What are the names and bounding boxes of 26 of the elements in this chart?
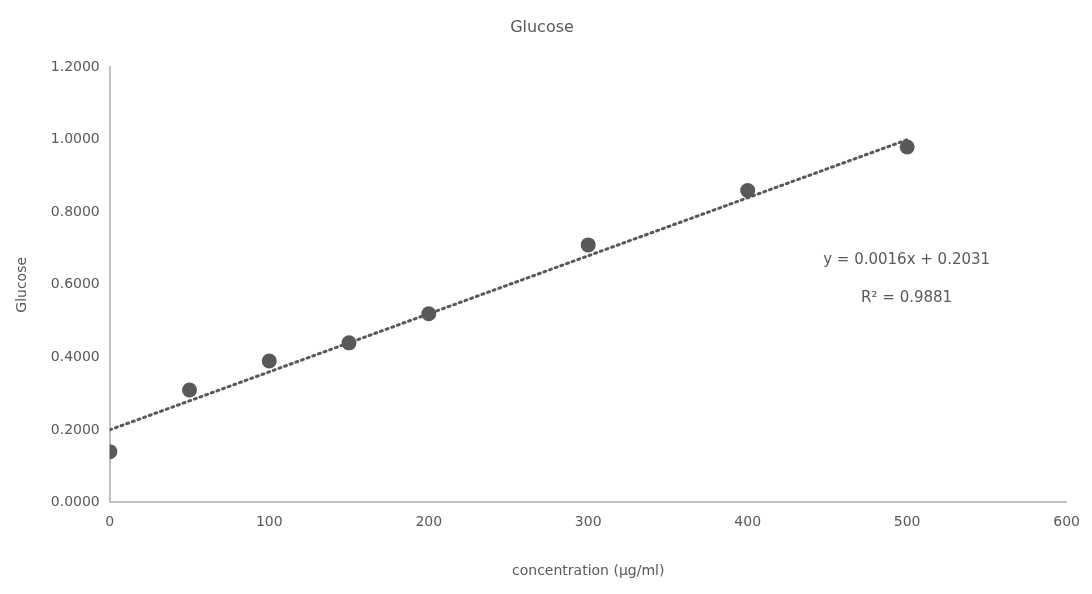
x-tick-label: 0 xyxy=(105,513,115,530)
y-tick-label: 0.2000 xyxy=(50,420,100,437)
chart-title: Glucose xyxy=(510,16,574,36)
x-tick-label: 100 xyxy=(255,513,283,530)
point xyxy=(580,237,596,253)
y-tick-label: 0.6000 xyxy=(50,275,100,292)
point xyxy=(182,382,198,398)
x-tick-label: 400 xyxy=(734,513,762,530)
point xyxy=(341,335,357,351)
y-tick-label: 0.4000 xyxy=(50,347,100,364)
point xyxy=(421,306,437,322)
x-tick-label: 200 xyxy=(415,513,443,530)
x-tick-label: 300 xyxy=(574,513,602,530)
y-tick-label: 1.0000 xyxy=(50,130,100,147)
y-tick-label: 0.0000 xyxy=(50,493,100,510)
x-axis-title: concentration (μg/ml) xyxy=(512,562,665,579)
x-tick-label: 600 xyxy=(1053,513,1081,530)
y-axis-title: Glucose xyxy=(13,256,30,313)
point xyxy=(261,353,277,369)
y-tick-label: 1.2000 xyxy=(50,57,100,74)
point xyxy=(899,139,915,155)
x-tick-label: 500 xyxy=(893,513,921,530)
annotation: R² = 0.9881 xyxy=(861,288,953,307)
y-tick-label: 0.8000 xyxy=(50,202,100,219)
point xyxy=(740,183,756,199)
annotation: y = 0.0016x + 0.2031 xyxy=(823,250,991,269)
